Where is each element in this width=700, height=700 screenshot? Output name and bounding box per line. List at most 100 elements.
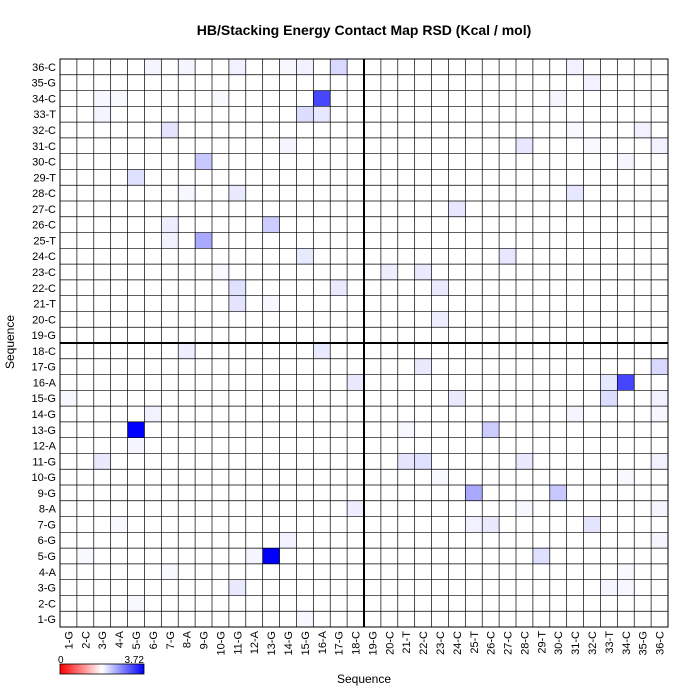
- heatmap-cell-34-C-10-G: [617, 469, 635, 485]
- colorbar-min-label: 0: [58, 655, 64, 666]
- heatmap-cell-34-C-3-G: [617, 579, 635, 596]
- y-tick-label: 35-G: [32, 78, 56, 90]
- heatmap-grid: [59, 58, 669, 628]
- x-tick-label: 36-C: [655, 631, 667, 655]
- x-tick-label: 25-T: [469, 631, 481, 654]
- heatmap-cell-14-G-6-G: [279, 532, 297, 549]
- colorbar-max-label: 3.72: [125, 655, 145, 666]
- y-tick-label: 33-T: [33, 109, 56, 121]
- x-tick-label: 33-T: [604, 631, 616, 654]
- x-tick-label: 18-C: [351, 631, 363, 655]
- y-tick-label: 11-G: [32, 456, 56, 468]
- x-tick-label: 22-C: [418, 631, 430, 655]
- x-tick-label: 19-G: [367, 631, 379, 655]
- x-tick-label: 11-G: [232, 631, 244, 655]
- heatmap-cell-34-C-16-A: [617, 374, 635, 391]
- y-tick-label: 34-C: [32, 93, 56, 105]
- y-tick-label: 23-C: [32, 267, 56, 279]
- y-tick-label: 28-C: [32, 188, 56, 200]
- heatmap-cell-33-T-3-G: [600, 579, 618, 596]
- y-tick-label: 26-C: [32, 220, 56, 232]
- x-tick-label: 15-G: [300, 631, 312, 655]
- heatmap-cell-16-A-34-C: [313, 90, 331, 107]
- heatmap-cell-11-G-21-T: [228, 295, 246, 312]
- heatmap-cell-11-G-36-C: [228, 59, 246, 75]
- x-axis-label: Sequence: [337, 672, 391, 686]
- y-tick-label: 15-G: [32, 393, 56, 405]
- x-tick-label: 12-A: [249, 630, 261, 654]
- heatmap-cell-13-G-21-T: [262, 295, 280, 312]
- heatmap-cell-36-C-14-G: [651, 406, 668, 422]
- heatmap-cell-21-T-11-G: [397, 453, 415, 470]
- heatmap-cell-34-C-30-C: [617, 153, 635, 170]
- heatmap-cell-18-C-8-A: [347, 500, 364, 517]
- heatmap-cell-14-G-31-C: [279, 137, 297, 154]
- heatmap-cell-35-G-32-C: [634, 122, 652, 138]
- heatmap-cell-7-G-32-C: [161, 122, 179, 138]
- x-tick-label: 24-C: [452, 631, 464, 655]
- y-tick-label: 29-T: [33, 172, 56, 184]
- heatmap-cell-32-C-31-C: [583, 137, 601, 154]
- heatmap-cell-17-G-22-C: [330, 279, 348, 296]
- heatmap-cell-22-C-17-G: [414, 358, 432, 375]
- heatmap-cell-11-G-22-C: [228, 279, 246, 296]
- heatmap-cell-31-C-28-C: [566, 185, 584, 201]
- x-tick-label: 16-A: [317, 630, 329, 654]
- x-tick-label: 21-T: [401, 631, 413, 654]
- y-tick-label: 22-C: [32, 283, 56, 295]
- y-tick-label: 36-C: [32, 62, 56, 74]
- heatmap-cell-13-G-5-G: [262, 548, 280, 564]
- heatmap-cell-9-G-25-T: [195, 232, 212, 249]
- heatmap-cell-14-G-36-C: [279, 59, 297, 75]
- x-tick-label: 3-G: [97, 631, 109, 649]
- x-tick-label: 30-C: [553, 631, 565, 655]
- heatmap-cell-27-C-24-C: [499, 248, 516, 265]
- heatmap-cell-25-T-9-G: [465, 485, 483, 501]
- heatmap-cell-31-C-36-C: [566, 59, 584, 75]
- heatmap-cell-17-G-36-C: [330, 59, 348, 75]
- heatmap-cell-31-C-32-C: [566, 122, 584, 138]
- heatmap-cell-22-C-23-C: [414, 264, 432, 280]
- x-tick-label: 7-G: [165, 631, 177, 649]
- heatmap-cell-25-T-7-G: [465, 516, 483, 533]
- heatmap-cell-30-C-9-G: [549, 485, 567, 501]
- heatmap-cell-18-C-16-A: [347, 374, 364, 391]
- heatmap-cell-11-G-3-G: [228, 579, 246, 596]
- heatmap-cell-6-G-36-C: [144, 59, 162, 75]
- heatmap-cell-5-G-13-G: [127, 421, 145, 438]
- x-tick-label: 28-C: [519, 631, 531, 655]
- x-tick-label: 20-C: [384, 631, 396, 655]
- heatmap-cell-9-G-30-C: [195, 153, 212, 170]
- heatmap-cell-33-T-15-G: [600, 390, 618, 407]
- heatmap-cell-23-C-10-G: [431, 469, 449, 485]
- y-tick-label: 21-T: [33, 299, 56, 311]
- y-tick-label: 3-G: [38, 583, 56, 595]
- x-tick-label: 14-G: [283, 631, 295, 655]
- x-tick-label: 35-G: [638, 631, 650, 655]
- x-tick-label: 27-C: [503, 631, 515, 655]
- heatmap-cell-16-A-33-T: [313, 106, 331, 123]
- y-tick-label: 2-C: [38, 598, 56, 610]
- y-axis-label: Sequence: [3, 315, 17, 369]
- heatmap-cell-34-C-4-A: [617, 563, 635, 580]
- x-tick-label: 5-G: [131, 631, 143, 649]
- y-tick-label: 31-C: [32, 141, 56, 153]
- x-tick-label: 29-T: [536, 631, 548, 654]
- x-tick-label: 1-G: [63, 631, 75, 649]
- heatmap-cell-4-A-34-C: [110, 90, 128, 107]
- heatmap-cell-16-A-18-C: [313, 343, 331, 359]
- y-tick-label: 6-G: [38, 535, 56, 547]
- heatmap-cell-10-G-23-C: [212, 264, 229, 280]
- x-tick-label: 26-C: [486, 631, 498, 655]
- heatmap-cell-23-C-22-C: [431, 279, 449, 296]
- x-tick-label: 32-C: [587, 631, 599, 655]
- y-tick-label: 19-G: [32, 330, 56, 342]
- y-tick-label: 12-A: [33, 441, 57, 453]
- heatmap-cell-32-C-35-G: [583, 74, 601, 91]
- heatmap-cell-2-C-5-G: [76, 548, 94, 564]
- heatmap-cell-11-G-28-C: [228, 185, 246, 201]
- heatmap-cell-32-C-7-G: [583, 516, 601, 533]
- heatmap-cell-24-C-15-G: [448, 390, 466, 407]
- x-tick-label: 13-G: [266, 631, 278, 655]
